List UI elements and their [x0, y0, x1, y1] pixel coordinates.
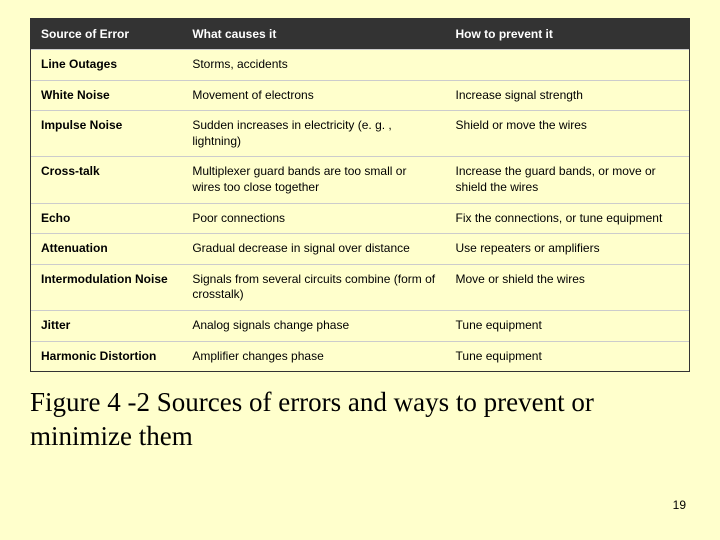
cell-prevent: Tune equipment [446, 310, 689, 341]
cell-source: Jitter [31, 310, 182, 341]
cell-prevent: Increase the guard bands, or move or shi… [446, 157, 689, 203]
figure-caption: Figure 4 -2 Sources of errors and ways t… [30, 386, 690, 454]
cell-cause: Gradual decrease in signal over distance [182, 234, 445, 265]
cell-source: Intermodulation Noise [31, 264, 182, 310]
table-row: Impulse Noise Sudden increases in electr… [31, 111, 689, 157]
cell-cause: Storms, accidents [182, 50, 445, 81]
cell-prevent: Tune equipment [446, 341, 689, 371]
cell-cause: Poor connections [182, 203, 445, 234]
cell-cause: Movement of electrons [182, 80, 445, 111]
cell-source: Attenuation [31, 234, 182, 265]
cell-source: Echo [31, 203, 182, 234]
table-row: Line Outages Storms, accidents [31, 50, 689, 81]
cell-cause: Analog signals change phase [182, 310, 445, 341]
cell-prevent: Fix the connections, or tune equipment [446, 203, 689, 234]
table-row: Echo Poor connections Fix the connection… [31, 203, 689, 234]
error-sources-table: Source of Error What causes it How to pr… [31, 19, 689, 371]
cell-prevent: Increase signal strength [446, 80, 689, 111]
col-header-cause: What causes it [182, 19, 445, 50]
table-row: Cross-talk Multiplexer guard bands are t… [31, 157, 689, 203]
cell-prevent: Move or shield the wires [446, 264, 689, 310]
cell-cause: Multiplexer guard bands are too small or… [182, 157, 445, 203]
cell-source: Impulse Noise [31, 111, 182, 157]
cell-prevent [446, 50, 689, 81]
col-header-prevent: How to prevent it [446, 19, 689, 50]
cell-source: White Noise [31, 80, 182, 111]
cell-prevent: Shield or move the wires [446, 111, 689, 157]
col-header-source: Source of Error [31, 19, 182, 50]
error-sources-table-container: Source of Error What causes it How to pr… [30, 18, 690, 372]
cell-prevent: Use repeaters or amplifiers [446, 234, 689, 265]
cell-source: Line Outages [31, 50, 182, 81]
cell-cause: Amplifier changes phase [182, 341, 445, 371]
cell-cause: Signals from several circuits combine (f… [182, 264, 445, 310]
table-row: Harmonic Distortion Amplifier changes ph… [31, 341, 689, 371]
table-header: Source of Error What causes it How to pr… [31, 19, 689, 50]
page-number: 19 [673, 498, 686, 512]
table-row: Intermodulation Noise Signals from sever… [31, 264, 689, 310]
table-row: Attenuation Gradual decrease in signal o… [31, 234, 689, 265]
table-row: White Noise Movement of electrons Increa… [31, 80, 689, 111]
cell-source: Cross-talk [31, 157, 182, 203]
table-row: Jitter Analog signals change phase Tune … [31, 310, 689, 341]
cell-cause: Sudden increases in electricity (e. g. ,… [182, 111, 445, 157]
cell-source: Harmonic Distortion [31, 341, 182, 371]
